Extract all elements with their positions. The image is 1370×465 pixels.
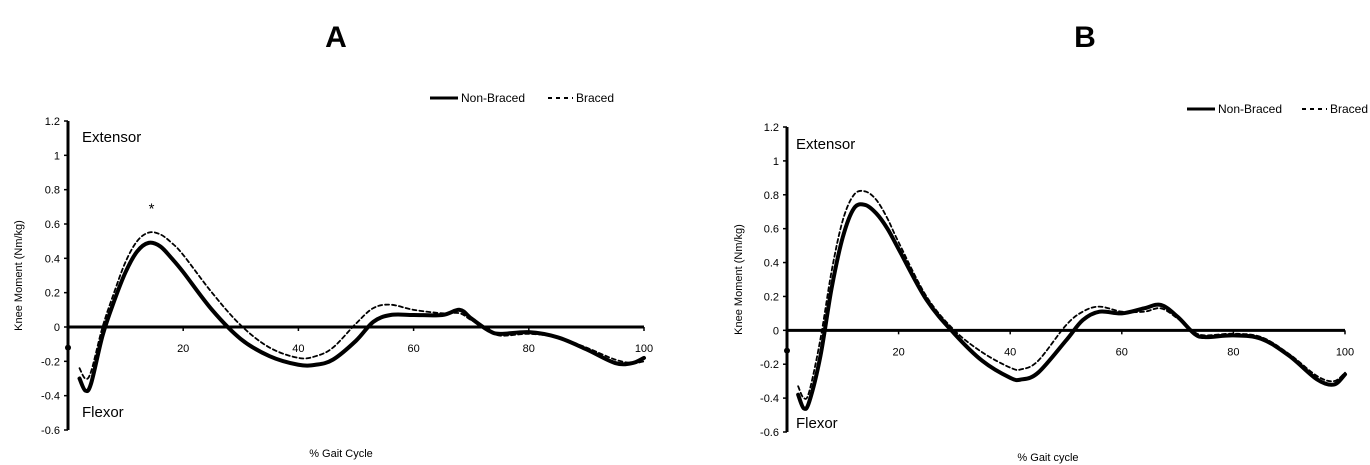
x-tick-label-a-2: 60 <box>407 343 419 355</box>
y-tick-label-b-9: -0.6 <box>760 427 779 439</box>
y-axis-title-a: Knee Moment (Nm/kg) <box>13 220 25 331</box>
flexor-label-a: Flexor <box>82 404 124 421</box>
x-tick-label-b-1: 40 <box>1004 346 1016 358</box>
legend-b: Non-Braced Braced <box>1187 102 1368 116</box>
y-tick-label-a-9: -0.6 <box>41 425 60 437</box>
x-tick-label-b-3: 80 <box>1227 346 1239 358</box>
y-tick-label-b-3: 0.6 <box>764 224 779 236</box>
y-tick-label-a-6: 0 <box>54 322 60 334</box>
x-tick-label-b-0: 20 <box>892 346 904 358</box>
legend-label-braced-b: Braced <box>1330 102 1368 116</box>
extensor-label-a: Extensor <box>82 129 141 146</box>
y-tick-label-b-2: 0.8 <box>764 190 779 202</box>
x-tick-label-a-3: 80 <box>523 343 535 355</box>
flexor-label-b: Flexor <box>796 415 838 432</box>
series-line-braced-a <box>78 231 645 380</box>
x-axis-title-a: % Gait Cycle <box>309 448 373 460</box>
y-tick-label-a-5: 0.2 <box>45 288 60 300</box>
x-tick-label-a-0: 20 <box>177 343 189 355</box>
x-tick-label-b-2: 60 <box>1116 346 1128 358</box>
y-tick-label-a-0: 1.2 <box>45 116 60 128</box>
y-tick-label-b-8: -0.4 <box>760 393 779 405</box>
extensor-label-b: Extensor <box>796 136 855 153</box>
y-tick-label-b-6: 0 <box>773 325 779 337</box>
significance-marker-a: * <box>149 201 155 218</box>
origin-marker-b <box>784 347 790 354</box>
y-tick-label-b-7: -0.2 <box>760 359 779 371</box>
panel-title-a: A <box>325 21 347 54</box>
y-tick-label-a-7: -0.2 <box>41 356 60 368</box>
series-line-nonbraced-b <box>796 202 1347 411</box>
y-tick-label-a-3: 0.6 <box>45 219 60 231</box>
legend-label-braced-a: Braced <box>576 91 614 105</box>
x-tick-label-a-4: 100 <box>635 343 653 355</box>
series-line-braced-b <box>797 189 1346 400</box>
y-tick-label-a-2: 0.8 <box>45 185 60 197</box>
series-line-nonbraced-a <box>77 240 646 394</box>
legend-label-nonbraced-a: Non-Braced <box>461 91 525 105</box>
y-tick-label-b-4: 0.4 <box>764 258 779 270</box>
legend-label-nonbraced-b: Non-Braced <box>1218 102 1282 116</box>
x-tick-label-b-4: 100 <box>1336 346 1354 358</box>
y-tick-label-b-1: 1 <box>773 156 779 168</box>
panel-title-b: B <box>1074 21 1096 54</box>
y-tick-label-b-5: 0.2 <box>764 291 779 303</box>
y-tick-label-b-0: 1.2 <box>764 122 779 134</box>
origin-marker-a <box>65 344 71 351</box>
y-tick-label-a-8: -0.4 <box>41 391 60 403</box>
y-tick-label-a-1: 1 <box>54 150 60 162</box>
chart-panel-b: B 1.2 1 0.8 0.6 0.4 0.2 0 -0.2 -0.4 -0.6 20 40 60 80 10… <box>733 21 1368 464</box>
legend-a: Non-Braced Braced <box>430 91 614 105</box>
chart-panel-a: A 1.2 1 0.8 0.6 0.4 0.2 0 -0.2 -0.4 -0.6 20 40 60 80 10… <box>13 21 653 460</box>
x-tick-label-a-1: 40 <box>292 343 304 355</box>
y-axis-title-b: Knee Moment (Nm/kg) <box>733 224 745 335</box>
x-axis-title-b: % Gait cycle <box>1017 452 1078 464</box>
y-tick-label-a-4: 0.4 <box>45 253 60 265</box>
